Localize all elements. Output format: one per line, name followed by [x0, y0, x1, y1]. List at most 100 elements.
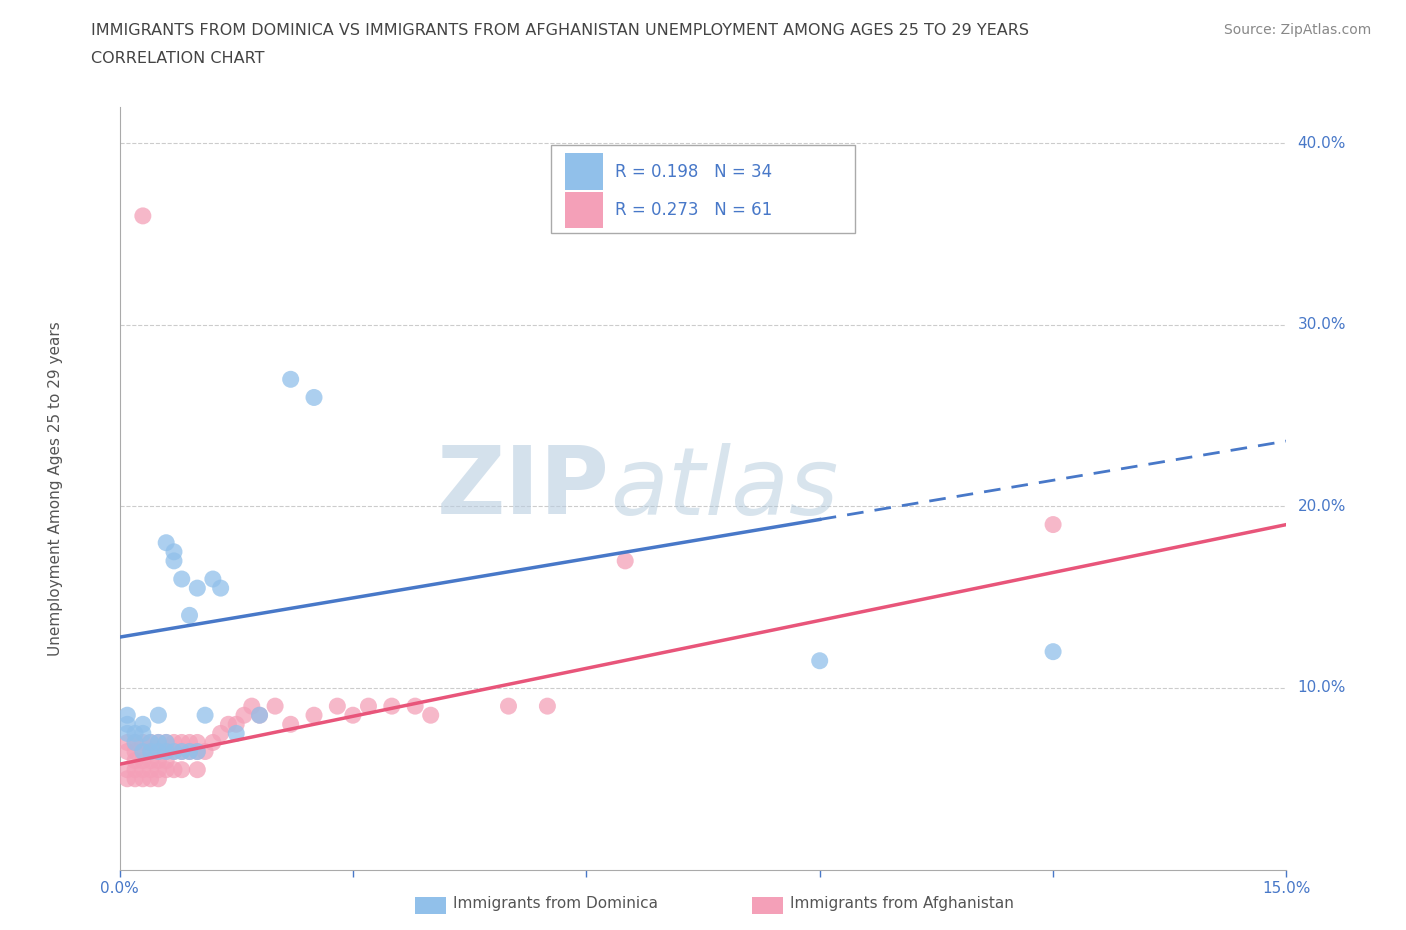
- Point: [163, 544, 186, 559]
- Point: [117, 744, 139, 759]
- Point: [148, 735, 170, 750]
- Point: [614, 553, 637, 568]
- FancyBboxPatch shape: [551, 145, 855, 232]
- Point: [117, 726, 139, 741]
- Text: Immigrants from Dominica: Immigrants from Dominica: [453, 897, 658, 911]
- Point: [209, 580, 232, 595]
- Point: [186, 744, 208, 759]
- Point: [186, 580, 208, 595]
- Point: [381, 698, 404, 713]
- Point: [179, 744, 201, 759]
- Text: R = 0.273   N = 61: R = 0.273 N = 61: [616, 201, 773, 219]
- FancyBboxPatch shape: [565, 153, 603, 190]
- Point: [217, 717, 239, 732]
- Point: [225, 726, 247, 741]
- Point: [280, 717, 302, 732]
- Point: [155, 763, 177, 777]
- Point: [132, 763, 155, 777]
- Point: [132, 735, 155, 750]
- Point: [170, 744, 193, 759]
- Text: CORRELATION CHART: CORRELATION CHART: [91, 51, 264, 66]
- Point: [170, 735, 193, 750]
- Point: [139, 744, 162, 759]
- Point: [132, 726, 155, 741]
- FancyBboxPatch shape: [565, 192, 603, 228]
- Point: [132, 771, 155, 786]
- Point: [132, 744, 155, 759]
- Point: [155, 735, 177, 750]
- Point: [194, 708, 217, 723]
- Point: [163, 735, 186, 750]
- Point: [132, 753, 155, 768]
- Point: [148, 771, 170, 786]
- Point: [170, 572, 193, 587]
- Point: [132, 208, 155, 223]
- Point: [124, 735, 146, 750]
- Point: [179, 735, 201, 750]
- Text: Immigrants from Afghanistan: Immigrants from Afghanistan: [790, 897, 1014, 911]
- Point: [155, 735, 177, 750]
- Point: [326, 698, 349, 713]
- Point: [148, 744, 170, 759]
- Text: ZIP: ZIP: [437, 443, 610, 534]
- Point: [357, 698, 380, 713]
- Point: [117, 735, 139, 750]
- Point: [117, 708, 139, 723]
- Text: 40.0%: 40.0%: [1298, 136, 1346, 151]
- Text: Unemployment Among Ages 25 to 29 years: Unemployment Among Ages 25 to 29 years: [48, 321, 63, 656]
- Point: [498, 698, 520, 713]
- Point: [155, 744, 177, 759]
- Point: [148, 744, 170, 759]
- Point: [139, 735, 162, 750]
- Point: [148, 708, 170, 723]
- Text: atlas: atlas: [610, 443, 838, 534]
- Point: [163, 744, 186, 759]
- Point: [249, 708, 271, 723]
- Point: [124, 726, 146, 741]
- Point: [124, 753, 146, 768]
- Point: [139, 744, 162, 759]
- Point: [179, 608, 201, 623]
- Point: [194, 744, 217, 759]
- Text: 20.0%: 20.0%: [1298, 498, 1346, 514]
- Text: 10.0%: 10.0%: [1298, 681, 1346, 696]
- Point: [179, 744, 201, 759]
- Point: [139, 753, 162, 768]
- Point: [117, 771, 139, 786]
- Point: [148, 753, 170, 768]
- Point: [302, 390, 325, 405]
- Point: [117, 763, 139, 777]
- Point: [155, 744, 177, 759]
- Text: IMMIGRANTS FROM DOMINICA VS IMMIGRANTS FROM AFGHANISTAN UNEMPLOYMENT AMONG AGES : IMMIGRANTS FROM DOMINICA VS IMMIGRANTS F…: [91, 23, 1029, 38]
- Point: [117, 717, 139, 732]
- Point: [170, 744, 193, 759]
- Point: [404, 698, 426, 713]
- Point: [139, 771, 162, 786]
- Point: [148, 763, 170, 777]
- Point: [302, 708, 325, 723]
- Point: [186, 763, 208, 777]
- Point: [233, 708, 256, 723]
- Point: [170, 763, 193, 777]
- Point: [225, 717, 247, 732]
- Point: [1042, 644, 1064, 659]
- Point: [148, 735, 170, 750]
- Point: [139, 763, 162, 777]
- Point: [155, 536, 177, 551]
- Point: [163, 744, 186, 759]
- Point: [124, 735, 146, 750]
- Text: R = 0.198   N = 34: R = 0.198 N = 34: [616, 163, 773, 180]
- Point: [342, 708, 364, 723]
- Point: [808, 653, 831, 668]
- Point: [240, 698, 263, 713]
- Point: [201, 735, 224, 750]
- Point: [132, 744, 155, 759]
- Point: [186, 744, 208, 759]
- Text: 30.0%: 30.0%: [1298, 317, 1346, 332]
- Point: [249, 708, 271, 723]
- Point: [124, 771, 146, 786]
- Point: [132, 717, 155, 732]
- Point: [1042, 517, 1064, 532]
- Point: [280, 372, 302, 387]
- Point: [155, 753, 177, 768]
